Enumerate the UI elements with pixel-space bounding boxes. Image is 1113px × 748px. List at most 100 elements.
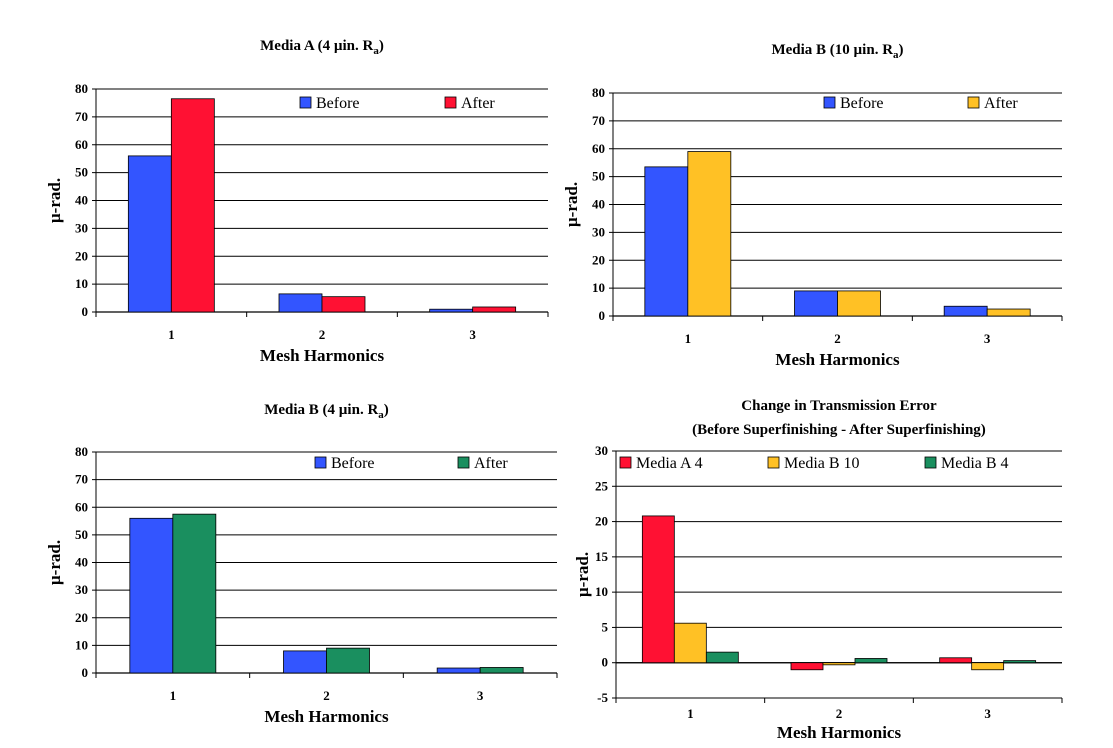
x-tick-label: 2	[836, 706, 843, 721]
y-tick-label: 50	[75, 165, 88, 180]
x-tick-label: 1	[168, 327, 175, 342]
bar-before-2	[278, 293, 323, 313]
y-tick-label: 15	[595, 549, 609, 564]
bar-before-3	[436, 667, 481, 674]
y-tick-label: 70	[592, 113, 605, 128]
x-tick-label: 3	[469, 327, 476, 342]
bar-after-1	[172, 513, 217, 674]
legend-swatch	[457, 456, 470, 469]
y-tick-label: 50	[592, 169, 605, 184]
x-tick-label: 3	[477, 688, 484, 703]
legend-label: After	[984, 95, 1018, 112]
chart-title-main: Change in Transmission Error	[741, 398, 937, 414]
chart-title-subscript: a	[378, 409, 384, 421]
legend-swatch	[444, 96, 457, 109]
y-tick-label: 20	[595, 514, 608, 529]
chart-title-line2: (Before Superfinishing - After Superfini…	[692, 422, 986, 438]
chart-title: Media B (4 µin. Ra)	[264, 402, 389, 421]
y-tick-label: 70	[75, 472, 88, 487]
x-tick-label: 2	[323, 688, 330, 703]
y-axis-label: µ-rad.	[573, 552, 592, 597]
y-tick-label: 30	[592, 224, 605, 239]
legend-label: Before	[331, 455, 375, 472]
y-tick-label: 40	[75, 193, 88, 208]
bar-before-1	[127, 155, 172, 313]
x-tick-label: 1	[687, 706, 694, 721]
chart-title: Media A (4 µin. Ra)	[260, 38, 384, 57]
legend-swatch	[924, 456, 937, 469]
bar-media-a-4-3	[939, 657, 973, 664]
chart-title-subscript: a	[373, 45, 379, 57]
y-tick-label: 10	[75, 637, 88, 652]
bar-before-3	[429, 308, 474, 313]
x-tick-label: 2	[319, 327, 326, 342]
y-tick-label: 30	[75, 582, 88, 597]
legend-label: After	[461, 95, 495, 112]
legend-label: Before	[840, 95, 884, 112]
legend-swatch	[299, 96, 312, 109]
y-tick-label: 40	[75, 555, 88, 570]
y-tick-label: 30	[75, 220, 88, 235]
y-tick-label: 60	[75, 499, 88, 514]
bar-after-1	[170, 98, 215, 313]
y-tick-label: 25	[595, 478, 609, 493]
legend-label: Media B 4	[941, 455, 1009, 472]
y-tick-label: 0	[602, 655, 609, 670]
bar-after-2	[326, 647, 370, 674]
x-axis-label: Mesh Harmonics	[264, 707, 389, 726]
chart-3: Media B (4 µin. Ra) 0 10 20 30 40 50 60 70 80 1 2 3 M…	[45, 402, 558, 726]
bar-media-b-4-3	[1003, 660, 1037, 664]
y-tick-label: 0	[599, 308, 606, 323]
y-axis-label: µ-rad.	[562, 182, 581, 227]
y-tick-label: 60	[592, 141, 605, 156]
chart-title: Media B (10 µin. Ra)	[771, 42, 903, 61]
legend-label: Media A 4	[636, 455, 703, 472]
x-axis-label: Mesh Harmonics	[260, 346, 385, 365]
bar-after-1	[687, 151, 732, 317]
y-axis-label: µ-rad.	[45, 178, 64, 223]
bar-media-a-4-1	[641, 515, 675, 664]
y-tick-label: 20	[592, 252, 605, 267]
y-tick-label: 10	[592, 280, 605, 295]
y-tick-label: 20	[75, 248, 88, 263]
x-axis-label: Mesh Harmonics	[777, 723, 902, 742]
legend-swatch	[619, 456, 632, 469]
legend-swatch	[823, 96, 836, 109]
y-tick-label: 50	[75, 527, 88, 542]
legend-label: Before	[316, 95, 360, 112]
chart-title-subscript: a	[893, 49, 899, 61]
bar-after-3	[472, 306, 517, 313]
legend-swatch	[767, 456, 780, 469]
bar-before-2	[283, 650, 327, 674]
y-tick-label: 40	[592, 197, 605, 212]
x-tick-label: 3	[984, 331, 991, 346]
chart-title-end: )	[384, 402, 389, 418]
bar-media-b-4-1	[705, 651, 739, 664]
chart-4: Change in Transmission Error (Before Supe…	[573, 398, 1063, 742]
y-tick-label: 10	[75, 276, 88, 291]
chart-title-end: )	[379, 38, 384, 54]
x-axis-label: Mesh Harmonics	[775, 350, 900, 369]
chart-2: Media B (10 µin. Ra) 0 10 20 30 40 50 60 70 80 1 2 3…	[562, 42, 1063, 369]
y-tick-label: 0	[82, 304, 89, 319]
y-axis-label: µ-rad.	[45, 540, 64, 585]
chart-title: Change in Transmission Error	[741, 398, 937, 414]
y-tick-label: -5	[597, 690, 608, 705]
bar-before-1	[129, 517, 174, 674]
y-tick-label: 30	[595, 443, 608, 458]
legend-swatch	[314, 456, 327, 469]
legend-label: After	[474, 455, 508, 472]
x-tick-label: 3	[984, 706, 991, 721]
y-tick-label: 20	[75, 610, 88, 625]
y-tick-label: 60	[75, 137, 88, 152]
y-tick-label: 10	[595, 584, 608, 599]
bar-media-b-10-2	[822, 662, 856, 666]
y-tick-label: 5	[602, 619, 609, 634]
y-tick-label: 80	[75, 81, 88, 96]
x-tick-label: 1	[685, 331, 692, 346]
bar-before-1	[644, 166, 689, 317]
chart-title-main: Media B (10 µin. R	[771, 42, 893, 58]
bar-media-b-4-2	[854, 658, 888, 664]
y-tick-label: 0	[82, 665, 89, 680]
